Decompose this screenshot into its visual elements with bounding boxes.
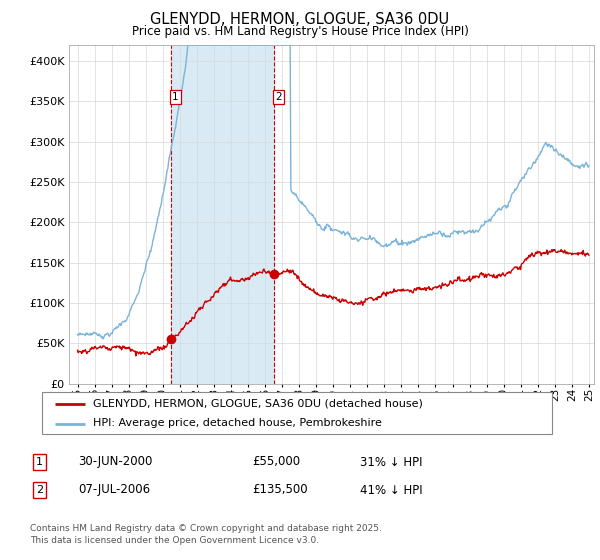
Text: 30-JUN-2000: 30-JUN-2000	[78, 455, 152, 469]
Text: GLENYDD, HERMON, GLOGUE, SA36 0DU: GLENYDD, HERMON, GLOGUE, SA36 0DU	[151, 12, 449, 27]
Text: 2: 2	[275, 92, 282, 102]
Text: 41% ↓ HPI: 41% ↓ HPI	[360, 483, 422, 497]
Text: 31% ↓ HPI: 31% ↓ HPI	[360, 455, 422, 469]
Bar	[171, 45, 274, 384]
Text: 1: 1	[36, 457, 43, 467]
Text: 1: 1	[172, 92, 179, 102]
Text: 07-JUL-2006: 07-JUL-2006	[78, 483, 150, 497]
Text: £135,500: £135,500	[252, 483, 308, 497]
Text: HPI: Average price, detached house, Pembrokeshire: HPI: Average price, detached house, Pemb…	[93, 418, 382, 428]
Text: GLENYDD, HERMON, GLOGUE, SA36 0DU (detached house): GLENYDD, HERMON, GLOGUE, SA36 0DU (detac…	[93, 399, 423, 409]
Text: 2: 2	[36, 485, 43, 495]
Text: Price paid vs. HM Land Registry's House Price Index (HPI): Price paid vs. HM Land Registry's House …	[131, 25, 469, 38]
Text: Contains HM Land Registry data © Crown copyright and database right 2025.
This d: Contains HM Land Registry data © Crown c…	[30, 524, 382, 545]
Text: £55,000: £55,000	[252, 455, 300, 469]
